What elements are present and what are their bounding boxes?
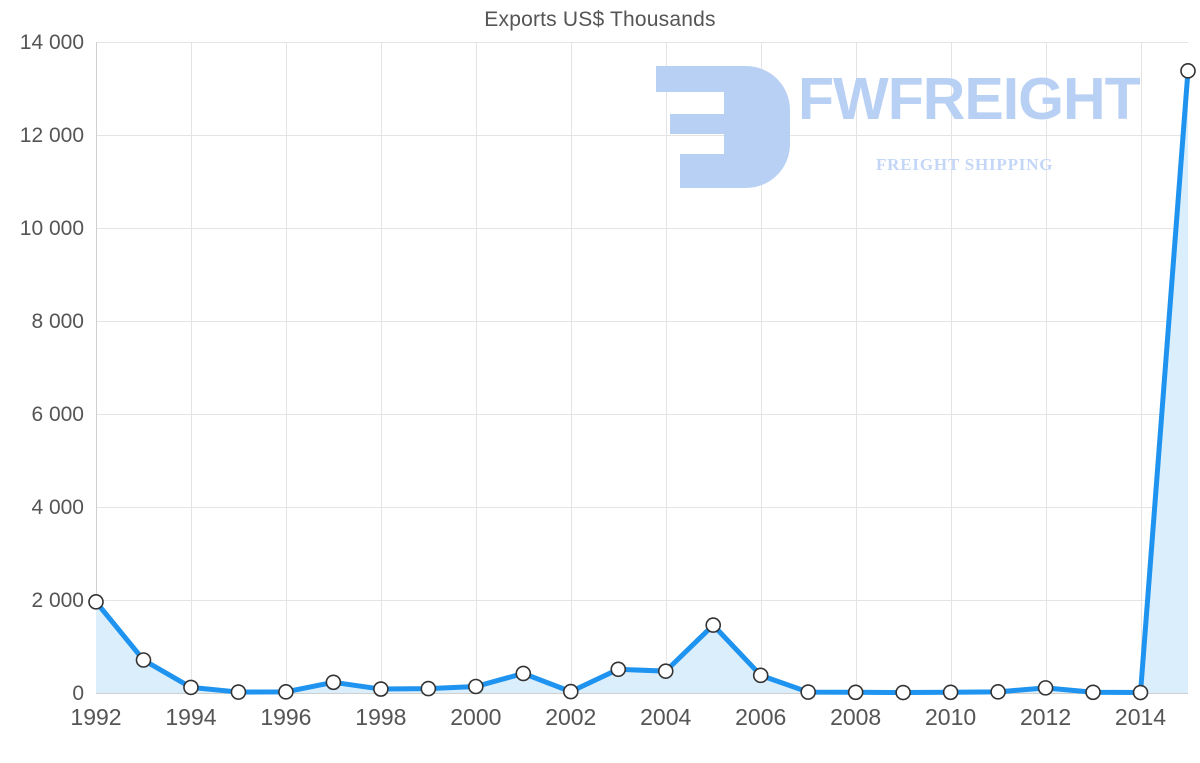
- data-point-marker[interactable]: [990, 684, 1006, 700]
- data-point-marker[interactable]: [705, 617, 722, 633]
- y-axis-tick-labels: 0 2 000 4 000 6 000 8 000 10 000 12 000 14 000: [20, 31, 84, 705]
- x-axis-tick-label: 2000: [450, 704, 501, 730]
- data-point-marker[interactable]: [610, 661, 627, 678]
- chart-title: Exports US$ Thousands: [484, 8, 716, 31]
- x-axis-tick-label: 2004: [640, 704, 691, 730]
- data-point-marker[interactable]: [325, 674, 342, 691]
- x-axis-tick-label: 1996: [260, 704, 311, 730]
- data-point-marker[interactable]: [1085, 684, 1101, 701]
- x-axis-tick-label: 1992: [70, 704, 121, 730]
- data-point-marker[interactable]: [420, 680, 437, 697]
- data-point-marker[interactable]: [278, 684, 294, 700]
- grid-lines: [96, 42, 1188, 694]
- data-point-marker[interactable]: [657, 663, 674, 679]
- data-point-marker[interactable]: [1180, 63, 1196, 79]
- series-line-path: [93, 68, 1191, 696]
- x-axis-tick-label: 2008: [830, 704, 881, 730]
- data-point-marker[interactable]: [562, 683, 579, 700]
- x-axis-tick-labels: 1992 1994 1996 1998 2000 2002 2004 2006 2008 2010…: [70, 704, 1166, 730]
- data-point-marker[interactable]: [88, 594, 104, 610]
- x-axis-tick-label: 2012: [1020, 704, 1071, 730]
- x-axis-tick-label: 2006: [735, 704, 786, 730]
- y-axis-tick-label: 2 000: [31, 589, 84, 612]
- y-axis-tick-label: 4 000: [31, 496, 84, 519]
- y-axis-tick-label: 10 000: [20, 217, 84, 240]
- y-axis-tick-label: 14 000: [20, 31, 84, 54]
- data-point-marker[interactable]: [1037, 680, 1054, 696]
- data-point-marker[interactable]: [847, 684, 864, 701]
- y-axis-tick-label: 0: [72, 682, 84, 705]
- x-axis-tick-label: 2010: [925, 704, 976, 730]
- area-fill-path: [96, 70, 1188, 693]
- x-axis-tick-label: 2014: [1115, 704, 1166, 730]
- series-line: [93, 68, 1191, 696]
- area-fill: [96, 70, 1188, 693]
- data-point-marker[interactable]: [1132, 684, 1149, 701]
- data-point-marker[interactable]: [183, 679, 199, 696]
- data-point-marker[interactable]: [230, 684, 247, 700]
- x-axis-tick-label: 1998: [355, 704, 406, 730]
- y-axis-tick-label: 8 000: [31, 310, 84, 333]
- x-axis-tick-label: 2002: [545, 704, 596, 730]
- data-point-marker[interactable]: [942, 684, 959, 701]
- data-point-marker[interactable]: [135, 652, 152, 668]
- data-point-marker[interactable]: [468, 678, 484, 695]
- data-point-marker[interactable]: [800, 684, 816, 700]
- y-axis-tick-label: 12 000: [20, 124, 84, 147]
- data-point-markers: [88, 63, 1196, 701]
- data-point-marker[interactable]: [752, 667, 769, 684]
- x-axis-tick-label: 1994: [165, 704, 216, 730]
- data-point-marker[interactable]: [895, 684, 911, 701]
- data-point-marker[interactable]: [515, 665, 532, 682]
- y-axis-tick-label: 6 000: [31, 403, 84, 426]
- data-point-marker[interactable]: [373, 681, 389, 697]
